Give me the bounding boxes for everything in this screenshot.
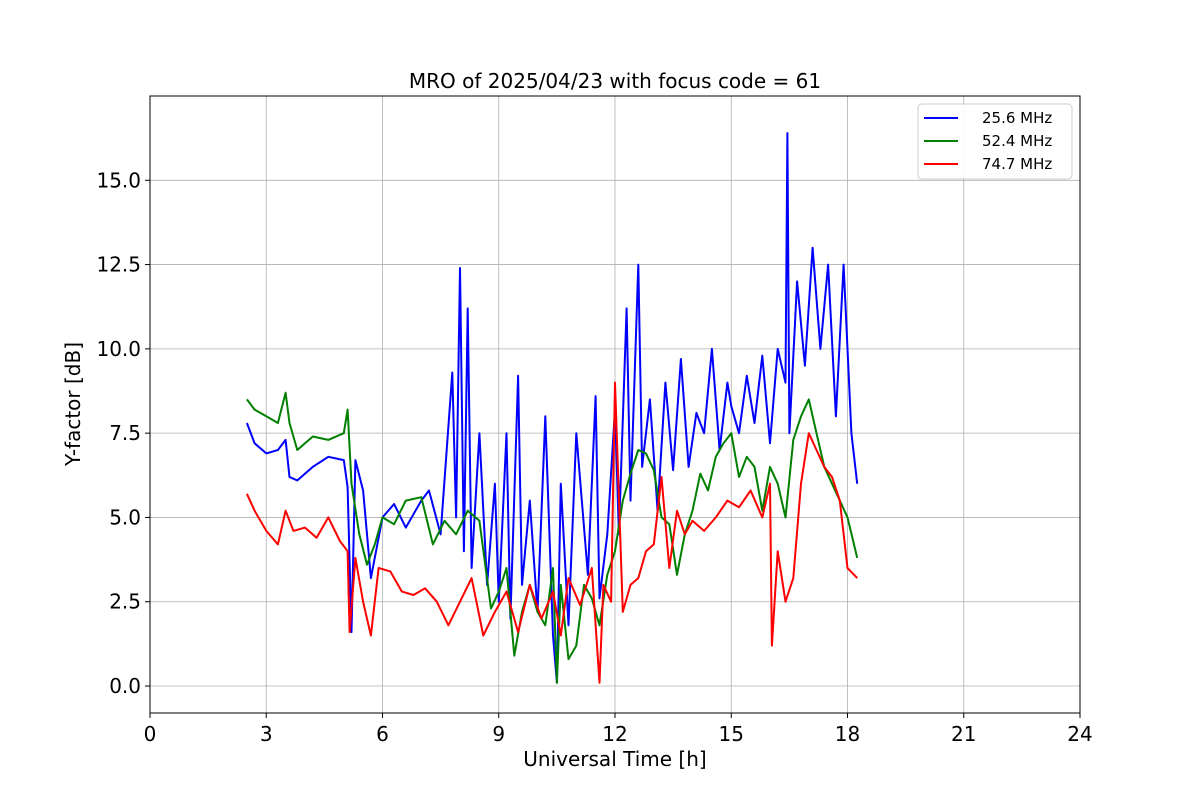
x-tick-label: 21 xyxy=(951,722,976,746)
legend-label-0: 25.6 MHz xyxy=(982,109,1052,127)
y-tick-label: 5.0 xyxy=(109,505,141,529)
y-tick-label: 0.0 xyxy=(109,674,141,698)
series-line-1 xyxy=(246,391,859,684)
legend: 25.6 MHz 52.4 MHz 74.7 MHz xyxy=(917,103,1073,180)
x-tick-label: 24 xyxy=(1067,722,1092,746)
axis-ticks: 0 3 6 9 12 15 18 21 24 0.0 2.5 5.0 7.5 10.0 12.5 15.0 xyxy=(96,168,1092,746)
x-tick-label: 15 xyxy=(719,722,744,746)
y-tick-label: 10.0 xyxy=(96,337,141,361)
legend-label-1: 52.4 MHz xyxy=(982,132,1052,150)
x-axis-label: Universal Time [h] xyxy=(523,747,706,771)
x-tick-label: 9 xyxy=(492,722,505,746)
series-lines xyxy=(245,132,859,684)
y-tick-label: 12.5 xyxy=(96,253,141,277)
y-tick-label: 7.5 xyxy=(109,421,141,445)
x-tick-label: 12 xyxy=(602,722,627,746)
x-tick-label: 6 xyxy=(376,722,389,746)
y-axis-label: Y-factor [dB] xyxy=(61,342,85,467)
x-tick-label: 0 xyxy=(144,722,157,746)
y-tick-label: 15.0 xyxy=(96,168,141,192)
series-line-0 xyxy=(245,132,859,684)
legend-label-2: 74.7 MHz xyxy=(982,155,1052,173)
chart-title: MRO of 2025/04/23 with focus code = 61 xyxy=(409,69,821,93)
y-tick-label: 2.5 xyxy=(109,590,141,614)
x-tick-label: 3 xyxy=(260,722,273,746)
x-tick-label: 18 xyxy=(835,722,860,746)
series-line-2 xyxy=(245,381,858,684)
legend-box xyxy=(917,103,1073,180)
